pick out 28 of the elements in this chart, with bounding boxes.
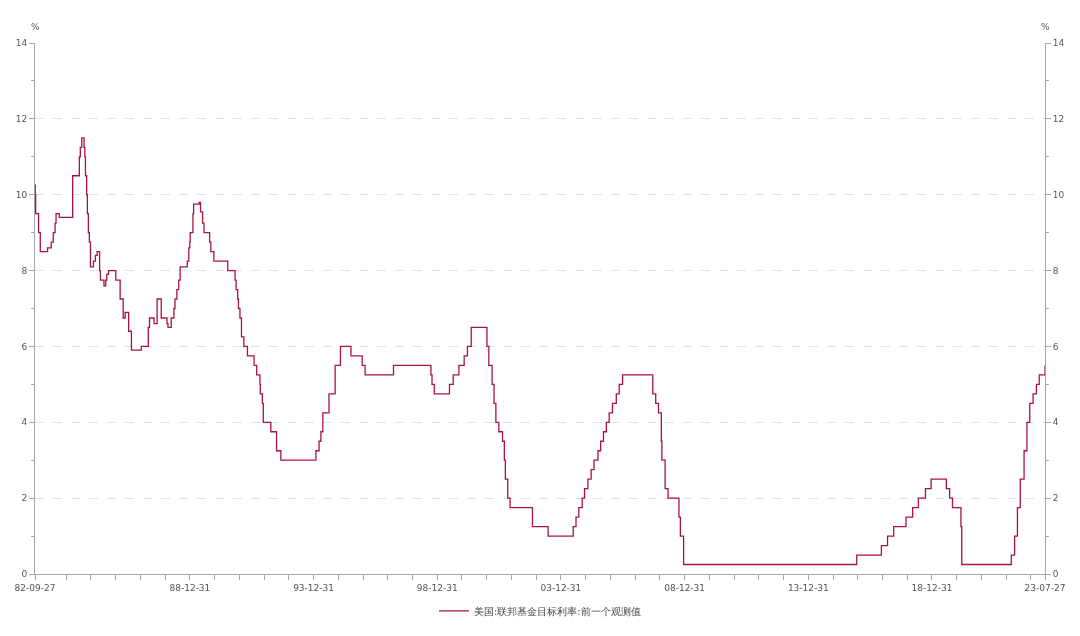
y-tick-label: 2 xyxy=(21,493,28,504)
y2-tick-label: 8 xyxy=(1052,265,1059,276)
y2-axis-title: % xyxy=(1041,22,1050,32)
y2-tick-label: 12 xyxy=(1052,114,1065,125)
x-tick-label: 03-12-31 xyxy=(540,582,582,593)
y-tick-label: 14 xyxy=(15,38,28,49)
y2-tick-label: 6 xyxy=(1052,341,1059,352)
x-tick-label: 98-12-31 xyxy=(416,582,458,593)
y-tick-label: 6 xyxy=(21,341,28,352)
x-tick-label: 88-12-31 xyxy=(169,582,211,593)
x-tick-label: 93-12-31 xyxy=(293,582,334,593)
y2-tick-label: 14 xyxy=(1052,38,1065,49)
x-tick-label: 08-12-31 xyxy=(664,582,706,593)
y-tick-label: 4 xyxy=(21,417,28,428)
y-tick-label: 0 xyxy=(21,569,28,580)
y-tick-label: 10 xyxy=(15,189,28,200)
y2-tick-label: 2 xyxy=(1052,493,1059,504)
y-tick-label: 8 xyxy=(21,265,28,276)
y-tick-label: 12 xyxy=(15,114,28,125)
x-tick-label: 18-12-31 xyxy=(911,582,953,593)
x-tick-label: 13-12-31 xyxy=(787,582,829,593)
legend-label: 美国:联邦基金目标利率:前一个观测值 xyxy=(474,605,641,617)
y2-tick-label: 0 xyxy=(1052,569,1059,580)
x-tick-label: 82-09-27 xyxy=(14,582,56,593)
x-tick-label: 23-07-27 xyxy=(1024,582,1066,593)
y2-tick-label: 10 xyxy=(1052,189,1065,200)
y2-tick-label: 4 xyxy=(1052,417,1059,428)
y-axis-title: % xyxy=(31,22,40,32)
